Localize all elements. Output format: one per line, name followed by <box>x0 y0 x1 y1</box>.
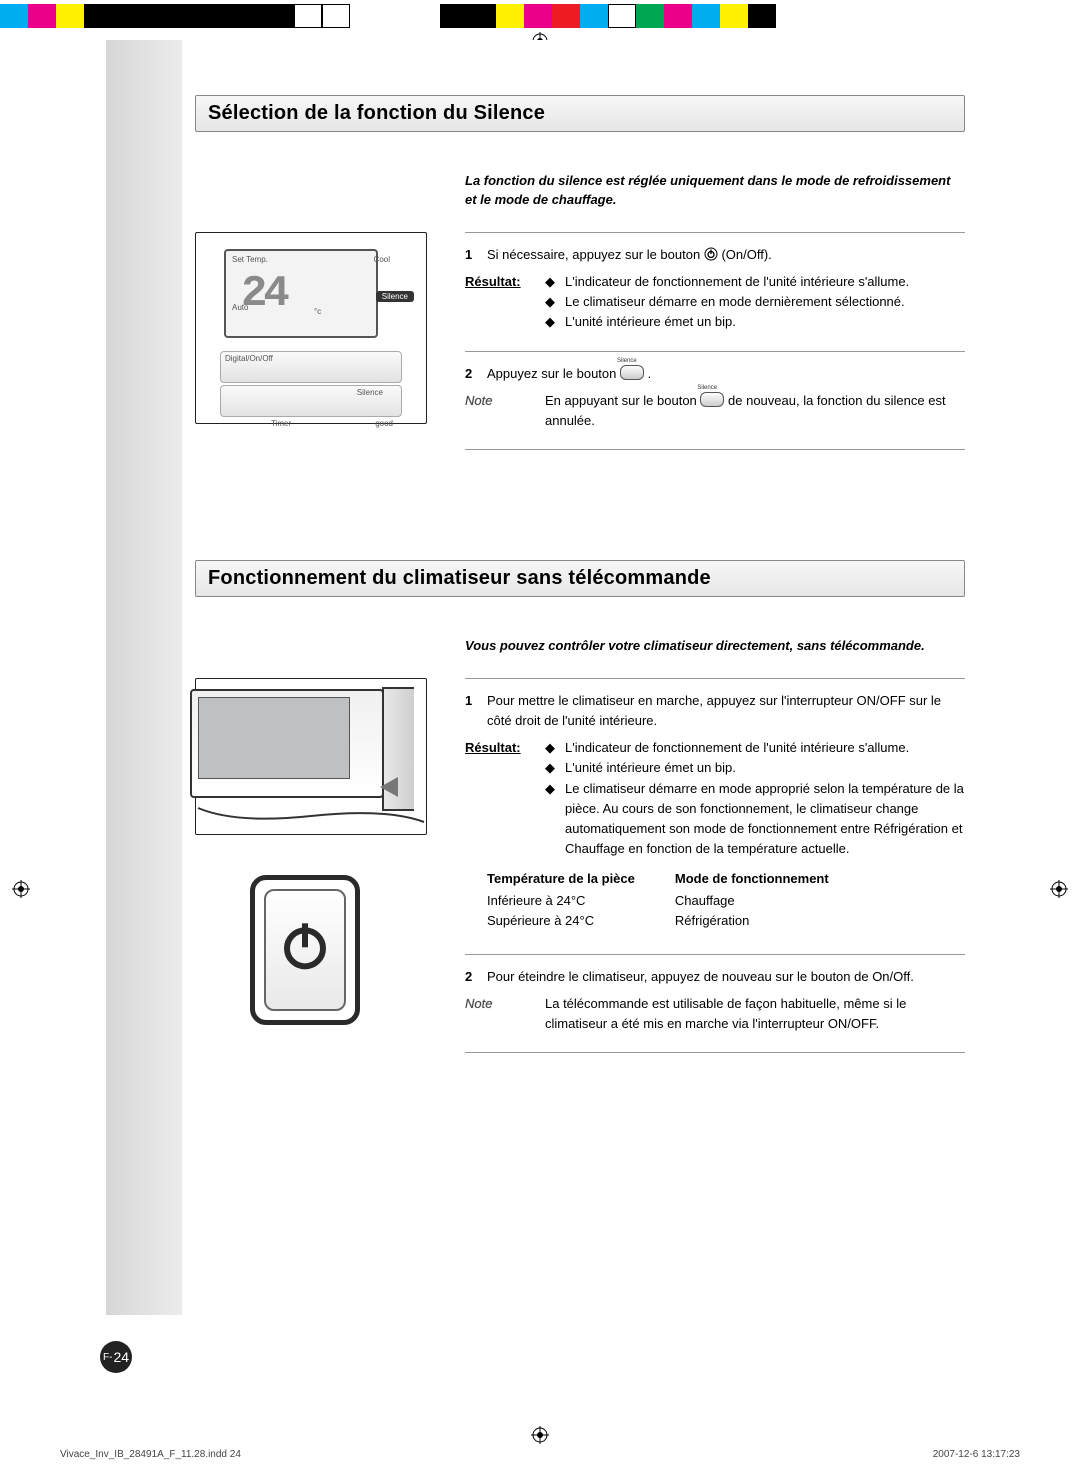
btn-good: good <box>375 419 393 428</box>
footer-right: 2007-12-6 13:17:23 <box>933 1449 1020 1460</box>
page-number: F-24 <box>100 1341 132 1373</box>
illustration-remote: Set Temp. Cool Auto 24 °c Silence Digita… <box>195 232 427 424</box>
step-num: 2 <box>465 364 487 384</box>
th: Température de la pièce <box>487 869 635 889</box>
bullet: ◆L'unité intérieure émet un bip. <box>545 312 965 332</box>
td: Inférieure à 24°C <box>487 891 635 911</box>
step-text: Si nécessaire, appuyez sur le bouton (On… <box>487 245 965 265</box>
bullet: ◆Le climatiseur démarre en mode appropri… <box>545 779 965 860</box>
note-label: Note <box>465 994 545 1034</box>
t: (On/Off). <box>721 247 771 262</box>
note-body: La télécommande est utilisable de façon … <box>545 994 965 1034</box>
step-num: 2 <box>465 967 487 987</box>
footer-left: Vivace_Inv_IB_28491A_F_11.28.indd 24 <box>60 1449 241 1460</box>
bullet: ◆L'unité intérieure émet un bip. <box>545 758 965 778</box>
btn-digital: Digital/On/Off <box>225 354 273 363</box>
step-text: Pour mettre le climatiseur en marche, ap… <box>487 691 965 730</box>
arrow-icon <box>380 777 398 797</box>
bullet: ◆L'indicateur de fonctionnement de l'uni… <box>545 738 965 758</box>
intro-2: Vous pouvez contrôler votre climatiseur … <box>465 637 955 656</box>
print-color-bar <box>0 4 1080 28</box>
page-prefix: F- <box>103 1352 112 1363</box>
registration-mark-bottom <box>531 1426 549 1444</box>
lcd-digits: 24 <box>241 269 286 319</box>
s1-step1: 1 Si nécessaire, appuyez sur le bouton (… <box>465 232 965 351</box>
lcd-silence-badge: Silence <box>376 291 414 302</box>
print-footer: Vivace_Inv_IB_28491A_F_11.28.indd 24 200… <box>0 1449 1080 1460</box>
illustration-power-button <box>250 875 360 1025</box>
section2: Fonctionnement du climatiseur sans téléc… <box>195 560 965 1053</box>
power-icon <box>704 247 718 261</box>
lcd-unit: °c <box>314 307 321 316</box>
unit-base <box>196 806 426 828</box>
side-gutter <box>106 40 182 1315</box>
step-text: Appuyez sur le bouton . <box>487 364 965 384</box>
t: . <box>648 366 652 381</box>
silence-button-icon <box>700 392 724 407</box>
note-body: En appuyant sur le bouton de nouveau, la… <box>545 391 965 431</box>
lcd-set-temp: Set Temp. <box>232 255 268 264</box>
content: Sélection de la fonction du Silence La f… <box>195 95 965 1053</box>
lcd-mode: Cool <box>374 255 390 264</box>
page: Sélection de la fonction du Silence La f… <box>80 40 1000 1415</box>
step-num: 1 <box>465 245 487 265</box>
note-label: Note <box>465 391 545 431</box>
section1-body: Set Temp. Cool Auto 24 °c Silence Digita… <box>195 232 965 451</box>
silence-button-icon <box>620 365 644 380</box>
page-num: 24 <box>113 1349 129 1365</box>
section-title-silence: Sélection de la fonction du Silence <box>195 95 965 132</box>
td: Réfrigération <box>675 911 829 931</box>
s2-step2: 2 Pour éteindre le climatiseur, appuyez … <box>465 954 965 1054</box>
illustration-unit <box>195 678 427 835</box>
section-title-2: Fonctionnement du climatiseur sans téléc… <box>195 560 965 597</box>
t: En appuyant sur le bouton <box>545 393 700 408</box>
intro-1: La fonction du silence est réglée unique… <box>465 172 955 210</box>
t: Appuyez sur le bouton <box>487 366 620 381</box>
btn-timer: Timer <box>271 419 291 428</box>
temp-mode-table: Température de la pièce Inférieure à 24°… <box>487 869 965 931</box>
step-num: 1 <box>465 691 487 730</box>
td: Chauffage <box>675 891 829 911</box>
th: Mode de fonctionnement <box>675 869 829 889</box>
resultat-label: Résultat: <box>465 272 545 332</box>
sheet: Sélection de la fonction du Silence La f… <box>0 0 1080 1466</box>
btn-silence: Silence <box>357 388 383 397</box>
s1-step2: 2 Appuyez sur le bouton . Note En appuya… <box>465 351 965 451</box>
bullet: ◆Le climatiseur démarre en mode dernière… <box>545 292 965 312</box>
td: Supérieure à 24°C <box>487 911 635 931</box>
power-icon <box>278 920 332 979</box>
bullet: ◆L'indicateur de fonctionnement de l'uni… <box>545 272 965 292</box>
s2-step1: 1 Pour mettre le climatiseur en marche, … <box>465 678 965 953</box>
registration-mark-left <box>12 880 30 898</box>
step-text: Pour éteindre le climatiseur, appuyez de… <box>487 967 965 987</box>
bullets: ◆L'indicateur de fonctionnement de l'uni… <box>545 272 965 332</box>
registration-mark-right <box>1050 880 1068 898</box>
resultat-label: Résultat: <box>465 738 545 859</box>
bullets: ◆L'indicateur de fonctionnement de l'uni… <box>545 738 965 859</box>
t: Si nécessaire, appuyez sur le bouton <box>487 247 704 262</box>
